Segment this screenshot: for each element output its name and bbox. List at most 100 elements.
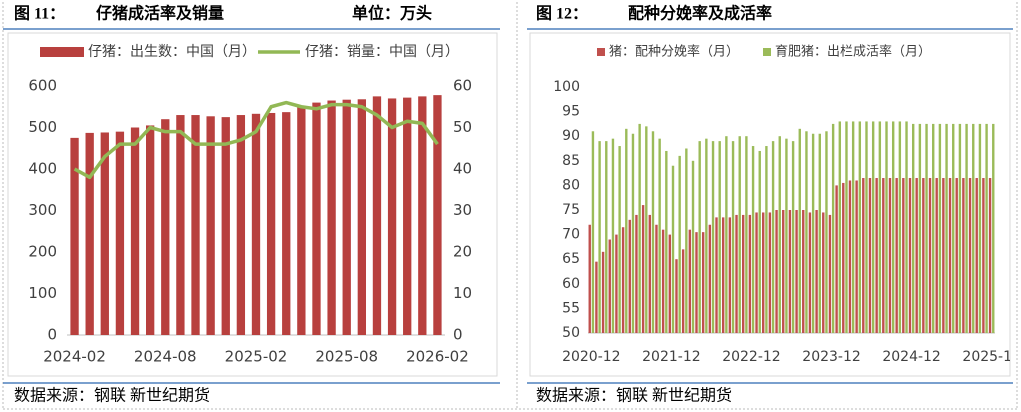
bar <box>715 217 718 333</box>
bar <box>871 121 875 333</box>
bar <box>938 123 942 334</box>
bar <box>942 178 945 333</box>
bar <box>206 116 215 335</box>
bar <box>751 146 755 333</box>
bar <box>865 121 868 333</box>
unit-label: 单位：万头 <box>352 4 432 23</box>
bar <box>433 95 442 335</box>
bar <box>905 121 908 333</box>
y-tick-label: 0 <box>47 326 57 344</box>
bar <box>115 131 125 335</box>
bar <box>885 121 888 333</box>
y-tick-label: 300 <box>28 201 57 219</box>
bar <box>725 136 728 333</box>
bar <box>681 249 685 333</box>
bar <box>858 121 862 333</box>
bar <box>418 96 427 335</box>
bar <box>608 239 611 333</box>
y-tick-label: 55 <box>562 300 580 316</box>
bar <box>611 138 615 333</box>
bar <box>728 217 732 333</box>
y-tick-label: 95 <box>562 104 580 120</box>
bar <box>882 178 885 333</box>
bar <box>591 131 595 333</box>
bar <box>668 234 672 333</box>
bar <box>718 141 721 333</box>
bar <box>236 115 246 335</box>
bar <box>312 102 321 335</box>
bar <box>357 99 366 335</box>
bar <box>925 123 928 334</box>
y2-tick-label: 10 <box>453 284 472 302</box>
bar <box>862 178 865 333</box>
chart-title: 仔猪成活率及销量 <box>96 4 224 23</box>
bar <box>605 141 608 333</box>
bar <box>868 178 872 333</box>
chart-frame <box>7 32 498 377</box>
bar <box>851 121 855 333</box>
bar <box>221 117 230 335</box>
bar <box>701 232 705 333</box>
bar <box>731 141 735 333</box>
bar <box>798 128 801 333</box>
y-tick-label: 85 <box>562 153 580 169</box>
bar <box>922 178 925 333</box>
bar <box>698 141 701 333</box>
bar <box>615 234 618 333</box>
bar <box>598 141 601 333</box>
bar <box>878 121 882 333</box>
bar <box>771 141 775 333</box>
y-tick-label: 50 <box>562 325 580 341</box>
x-tick-label: 2024-02 <box>43 348 106 366</box>
bar <box>982 178 985 333</box>
bar <box>661 229 665 333</box>
bar <box>838 121 842 333</box>
bar <box>327 100 336 336</box>
bar <box>655 224 658 333</box>
bar <box>958 123 962 334</box>
x-tick-label: 2025-12 <box>962 349 1021 365</box>
bar <box>251 113 261 336</box>
bar <box>818 133 821 333</box>
legend-label: 猪：配种分娩率（月） <box>609 44 739 60</box>
bar <box>762 212 765 333</box>
bar <box>266 112 276 335</box>
line-series <box>73 100 439 180</box>
bar <box>678 155 681 333</box>
bar <box>932 123 935 334</box>
bar <box>955 178 958 333</box>
bar <box>775 210 778 333</box>
y-tick-label: 70 <box>562 227 580 243</box>
bar <box>675 259 678 333</box>
bar <box>845 121 848 333</box>
bar <box>825 131 828 333</box>
bar <box>758 150 761 333</box>
bar <box>621 227 625 333</box>
bar <box>791 141 795 333</box>
bar <box>795 210 798 333</box>
bar <box>785 138 788 333</box>
bar <box>146 125 155 335</box>
bar <box>952 123 955 334</box>
x-tick-label: 2024-12 <box>882 349 941 365</box>
bar <box>815 210 818 333</box>
bar <box>708 224 712 333</box>
x-tick-label: 2025-08 <box>315 348 378 366</box>
y-tick-label: 60 <box>562 276 580 292</box>
bar <box>911 123 915 334</box>
bar <box>658 138 661 333</box>
bar <box>685 148 688 333</box>
x-tick-label: 2022-12 <box>722 349 781 365</box>
chart-title: 配种分娩率及成活率 <box>628 4 772 23</box>
figure-label: 图 12： <box>536 5 588 23</box>
bar <box>85 132 94 335</box>
bar <box>191 115 200 335</box>
bar <box>342 99 351 335</box>
bar <box>928 178 932 333</box>
bar <box>992 123 995 334</box>
bar <box>918 123 922 334</box>
figure-label: 图 11： <box>14 5 65 23</box>
x-tick-label: 2026-02 <box>406 348 469 366</box>
y-tick-label: 200 <box>28 243 57 261</box>
